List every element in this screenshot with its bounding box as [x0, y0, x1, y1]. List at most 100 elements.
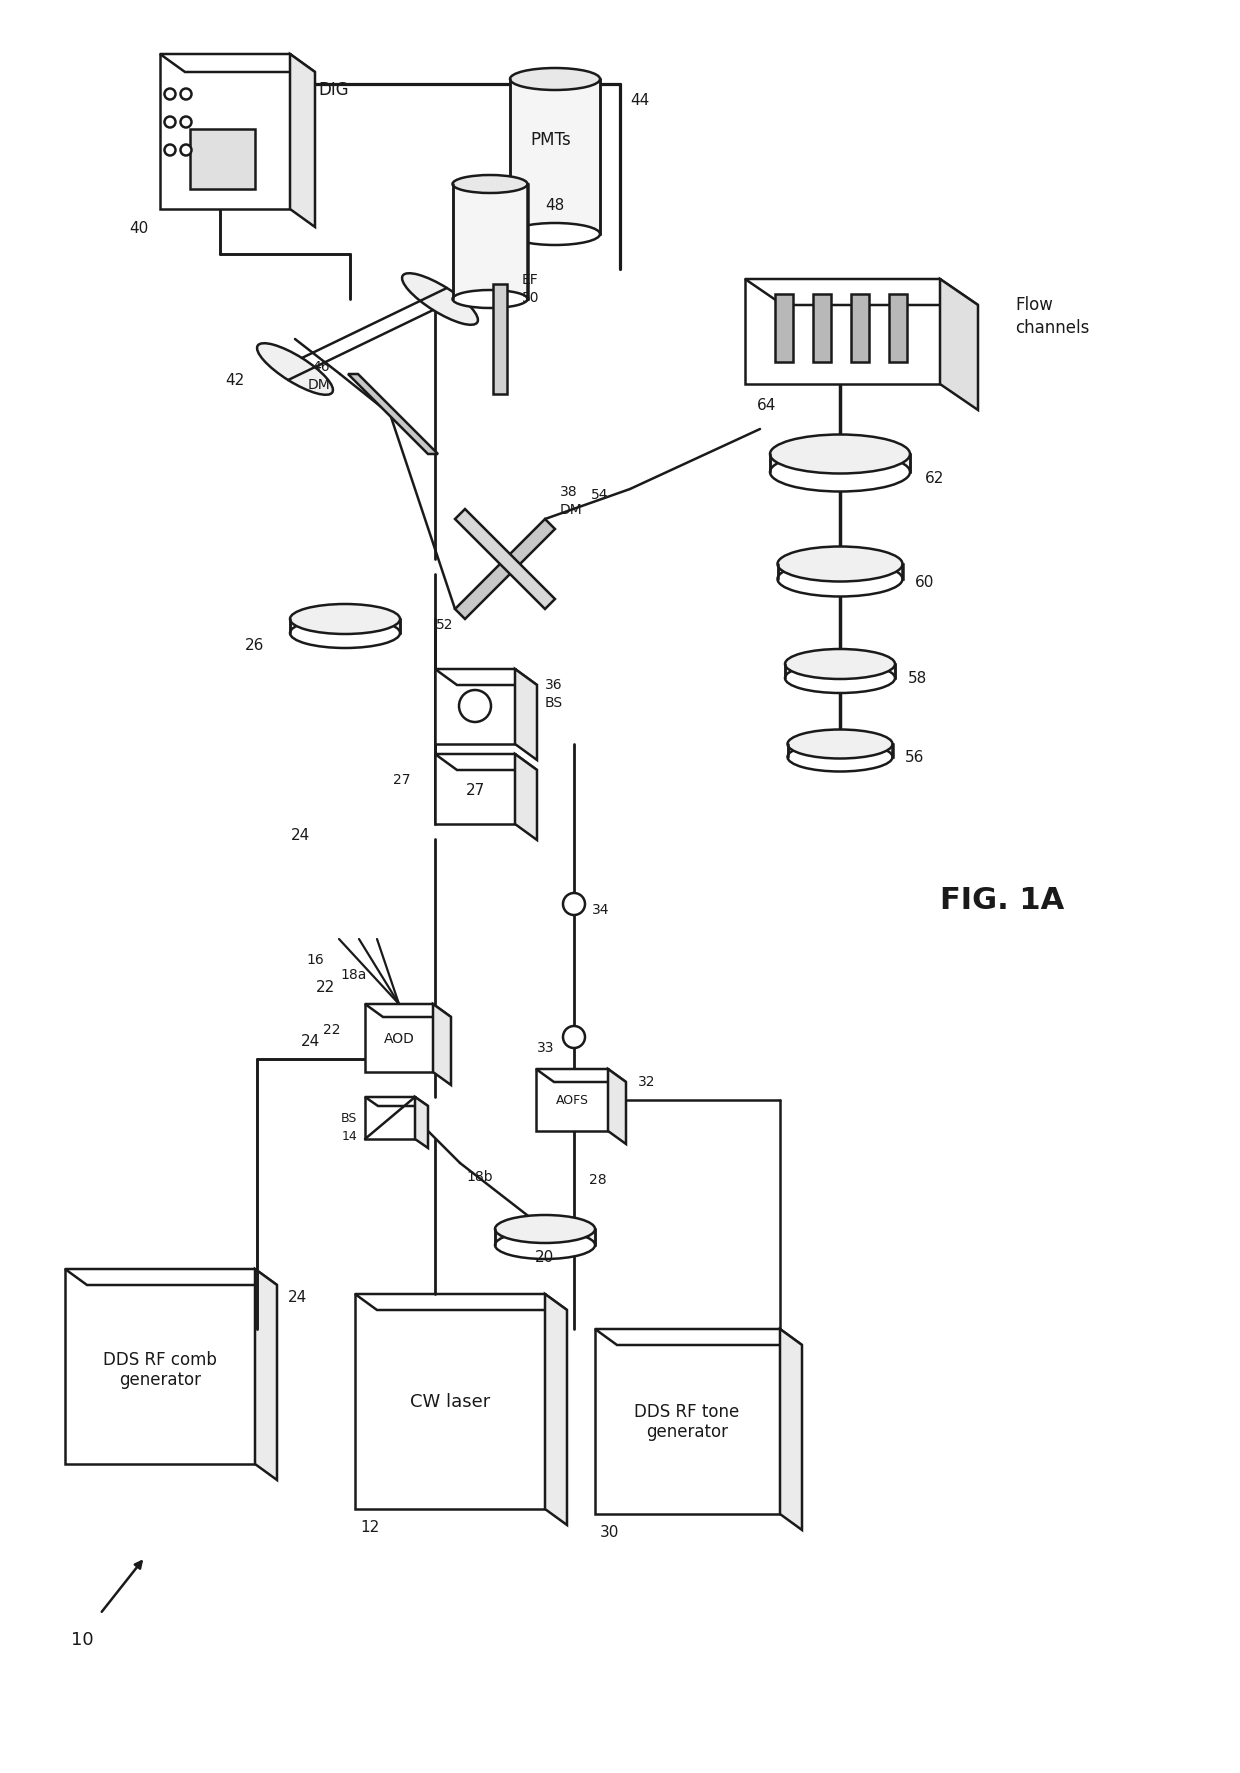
- Bar: [365, 1097, 415, 1140]
- Ellipse shape: [787, 743, 893, 771]
- Text: 52: 52: [436, 617, 454, 631]
- Text: 27: 27: [393, 773, 410, 787]
- Polygon shape: [515, 670, 537, 761]
- Bar: [160, 55, 290, 209]
- Polygon shape: [455, 509, 556, 610]
- Polygon shape: [415, 1097, 428, 1149]
- Bar: [785, 665, 895, 679]
- Polygon shape: [160, 55, 315, 73]
- Polygon shape: [546, 1294, 567, 1525]
- Text: BS: BS: [341, 1112, 357, 1124]
- Ellipse shape: [495, 1230, 595, 1259]
- Text: 38: 38: [560, 484, 578, 498]
- Text: 27: 27: [465, 782, 485, 798]
- Text: AOFS: AOFS: [556, 1094, 589, 1106]
- Bar: [355, 1294, 546, 1509]
- Text: 64: 64: [756, 397, 776, 413]
- Polygon shape: [365, 1005, 451, 1018]
- Text: 56: 56: [905, 748, 924, 764]
- Polygon shape: [745, 280, 978, 305]
- Text: 62: 62: [925, 470, 945, 486]
- Bar: [889, 294, 906, 363]
- Text: 58: 58: [908, 670, 928, 684]
- Ellipse shape: [257, 344, 334, 395]
- Ellipse shape: [453, 176, 527, 193]
- Text: channels: channels: [1016, 319, 1090, 337]
- Text: 34: 34: [591, 902, 610, 917]
- Polygon shape: [515, 755, 537, 840]
- Ellipse shape: [181, 117, 191, 128]
- Text: PMTs: PMTs: [529, 131, 570, 149]
- Bar: [510, 80, 600, 234]
- Polygon shape: [255, 1269, 277, 1480]
- Text: DM: DM: [308, 378, 330, 392]
- Bar: [290, 619, 401, 633]
- Text: 18a: 18a: [341, 968, 367, 982]
- Text: CW laser: CW laser: [410, 1392, 490, 1410]
- Text: 22: 22: [316, 979, 335, 995]
- Text: 22: 22: [322, 1023, 340, 1037]
- Bar: [777, 564, 903, 580]
- Polygon shape: [780, 1330, 802, 1530]
- Text: 14: 14: [341, 1129, 357, 1144]
- Ellipse shape: [510, 69, 600, 90]
- Ellipse shape: [181, 145, 191, 156]
- Text: DIG: DIG: [317, 82, 348, 99]
- Text: 20: 20: [536, 1250, 554, 1264]
- Polygon shape: [536, 1069, 626, 1082]
- Bar: [453, 184, 528, 300]
- Text: DDS RF comb
generator: DDS RF comb generator: [103, 1349, 217, 1388]
- Polygon shape: [290, 55, 315, 229]
- Text: FIG. 1A: FIG. 1A: [940, 885, 1064, 915]
- Bar: [190, 129, 255, 190]
- Text: 12: 12: [360, 1519, 379, 1535]
- Text: Flow: Flow: [1016, 296, 1053, 314]
- Ellipse shape: [770, 454, 910, 493]
- Bar: [435, 755, 515, 824]
- Ellipse shape: [785, 649, 895, 679]
- Polygon shape: [608, 1069, 626, 1144]
- Text: 36: 36: [546, 677, 563, 691]
- Text: 24: 24: [290, 826, 310, 842]
- Text: 10: 10: [71, 1629, 93, 1649]
- Text: 46: 46: [312, 360, 330, 374]
- Text: 44: 44: [630, 92, 650, 108]
- Text: 48: 48: [546, 197, 564, 213]
- Polygon shape: [940, 280, 978, 411]
- Ellipse shape: [770, 434, 910, 473]
- Ellipse shape: [785, 663, 895, 693]
- Bar: [745, 280, 940, 385]
- Text: 32: 32: [639, 1074, 656, 1089]
- Ellipse shape: [181, 89, 191, 101]
- Bar: [595, 1330, 780, 1514]
- Ellipse shape: [402, 275, 477, 326]
- Bar: [435, 670, 515, 745]
- Bar: [813, 294, 831, 363]
- Text: DM: DM: [560, 504, 583, 516]
- Ellipse shape: [495, 1215, 595, 1243]
- Polygon shape: [348, 374, 438, 454]
- Text: AOD: AOD: [383, 1032, 414, 1046]
- Text: 60: 60: [915, 574, 935, 589]
- Polygon shape: [494, 285, 507, 395]
- Text: 24: 24: [300, 1034, 320, 1050]
- Bar: [775, 294, 794, 363]
- Ellipse shape: [165, 145, 176, 156]
- Bar: [787, 745, 893, 757]
- Polygon shape: [433, 1005, 451, 1085]
- Ellipse shape: [563, 1027, 585, 1048]
- Bar: [770, 454, 910, 473]
- Polygon shape: [435, 670, 537, 686]
- Text: 33: 33: [537, 1041, 554, 1055]
- Ellipse shape: [787, 730, 893, 759]
- Bar: [495, 1229, 595, 1245]
- Ellipse shape: [453, 291, 527, 309]
- Text: 26: 26: [246, 637, 264, 652]
- Bar: [851, 294, 869, 363]
- Ellipse shape: [777, 548, 903, 582]
- Ellipse shape: [290, 605, 401, 635]
- Text: 30: 30: [600, 1525, 619, 1539]
- Ellipse shape: [459, 691, 491, 723]
- Polygon shape: [455, 519, 556, 619]
- Text: 18b: 18b: [466, 1170, 494, 1183]
